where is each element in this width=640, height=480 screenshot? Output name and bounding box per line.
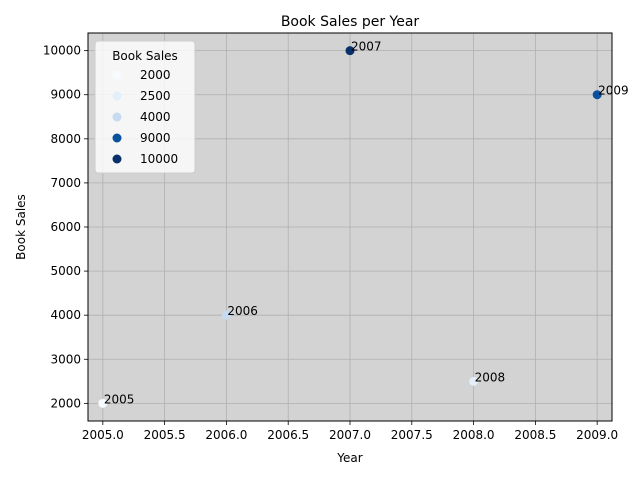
point-label: 2009	[598, 84, 629, 98]
legend-entry-label: 2000	[140, 68, 171, 82]
point-label: 2006	[227, 304, 258, 318]
x-tick-label: 2006.5	[267, 428, 309, 442]
data-point	[221, 310, 231, 320]
legend: Book Sales 2000 2500 4000 9000 10000	[94, 40, 196, 174]
x-tick-label: 2008.5	[514, 428, 556, 442]
legend-marker	[112, 133, 122, 143]
legend-entry-label: 10000	[140, 152, 178, 166]
y-tick-label: 7000	[50, 176, 81, 190]
y-tick-label: 4000	[50, 308, 81, 322]
legend-entry-label: 9000	[140, 131, 171, 145]
legend-entries: 2000 2500 4000 9000 10000	[112, 68, 178, 166]
y-tick-label: 9000	[50, 88, 81, 102]
legend-title: Book Sales	[112, 49, 178, 63]
y-axis-label: Book Sales	[14, 194, 28, 260]
y-tick-label: 10000	[43, 44, 81, 58]
x-tick-label: 2007.5	[391, 428, 433, 442]
y-tick-label: 2000	[50, 396, 81, 410]
legend-marker	[112, 112, 122, 122]
x-tick-label: 2005.5	[144, 428, 186, 442]
legend-marker	[112, 91, 122, 101]
x-tick-label: 2008.0	[453, 428, 495, 442]
data-point	[469, 376, 479, 386]
x-axis-ticks: 2005.0 2005.5 2006.0 2006.5 2007.0 2007.5 2008…	[82, 421, 618, 442]
y-tick-label: 8000	[50, 132, 81, 146]
y-axis-ticks: 2000 3000 4000 5000 6000 7000 8000 9000 10000	[43, 44, 88, 410]
grid-lines	[88, 33, 612, 421]
x-tick-label: 2005.0	[82, 428, 124, 442]
x-tick-label: 2009.0	[576, 428, 618, 442]
legend-entry-label: 4000	[140, 110, 171, 124]
y-tick-label: 5000	[50, 264, 81, 278]
y-tick-label: 6000	[50, 220, 81, 234]
point-label: 2007	[351, 40, 382, 54]
y-tick-label: 3000	[50, 352, 81, 366]
legend-marker	[112, 70, 122, 80]
x-tick-label: 2006.0	[205, 428, 247, 442]
data-point	[592, 90, 602, 100]
data-point	[98, 398, 108, 408]
data-point	[345, 46, 355, 56]
legend-entry-label: 2500	[140, 89, 171, 103]
x-tick-label: 2007.0	[329, 428, 371, 442]
point-label: 2008	[475, 370, 506, 384]
chart-title: Book Sales per Year	[281, 14, 420, 30]
data-points	[98, 46, 602, 408]
point-labels: 2005 2006 2007 2008 2009	[104, 40, 629, 407]
x-axis-label: Year	[336, 451, 362, 465]
point-label: 2005	[104, 392, 135, 406]
legend-marker	[112, 154, 122, 164]
